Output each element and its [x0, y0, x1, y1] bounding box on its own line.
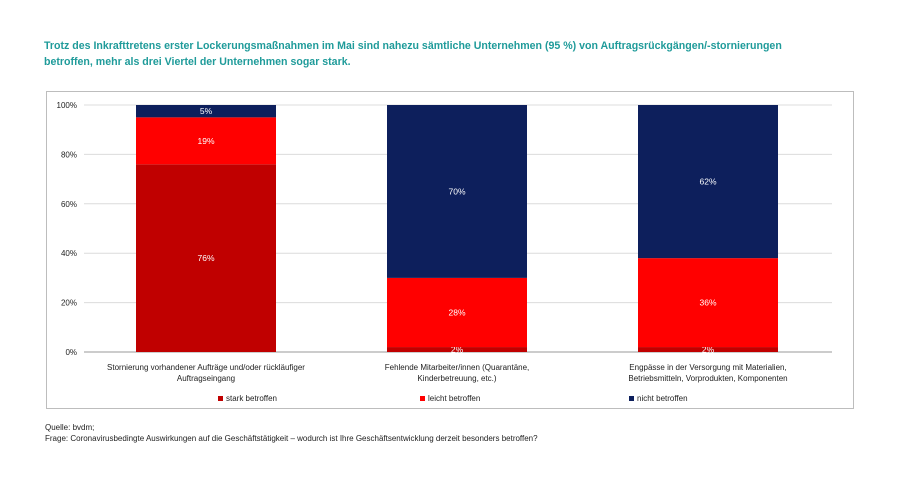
y-axis: 0% 20% 40% 60% 80% 100% — [57, 101, 77, 357]
x-tick-label: Fehlende Mitarbeiter/innen (Quarantäne, — [385, 363, 530, 372]
bar-segment — [136, 117, 276, 165]
x-tick-label: Stornierung vorhandener Aufträge und/ode… — [107, 363, 305, 372]
bar-segment — [638, 347, 778, 352]
source-line: Quelle: bvdm; — [45, 423, 95, 432]
data-label: 62% — [699, 177, 716, 187]
data-label: 28% — [448, 307, 465, 317]
legend-label: leicht betroffen — [428, 394, 480, 403]
legend: stark betroffen leicht betroffen nicht bet… — [218, 394, 688, 403]
legend-swatch — [218, 396, 223, 401]
data-label: 36% — [699, 298, 716, 308]
headline-line-1: Trotz des Inkrafttretens erster Lockerun… — [44, 40, 782, 52]
x-axis: Stornierung vorhandener Aufträge und/ode… — [107, 363, 788, 383]
bar-segment — [387, 105, 527, 278]
bar-segment — [638, 105, 778, 259]
question-line: Frage: Coronavirusbedingte Auswirkungen … — [45, 434, 538, 443]
data-label: 70% — [448, 186, 465, 196]
bar-segment — [387, 347, 527, 352]
x-tick-label: Auftragseingang — [177, 374, 235, 383]
headline-line-2: betroffen, mehr als drei Viertel der Unt… — [44, 56, 351, 68]
data-label: 19% — [197, 136, 214, 146]
source-note: Quelle: bvdm; Frage: Coronavirusbedingte… — [45, 422, 538, 444]
y-tick-label: 20% — [61, 299, 77, 308]
data-label: 76% — [197, 253, 214, 263]
chart-headline: Trotz des Inkrafttretens erster Lockerun… — [44, 38, 844, 70]
y-tick-label: 100% — [57, 101, 77, 110]
data-label: 2% — [451, 345, 464, 355]
data-label: 5% — [200, 106, 213, 116]
bar-segment — [387, 277, 527, 348]
x-tick-label: Kinderbetreuung, etc.) — [417, 374, 496, 383]
chart-frame — [46, 91, 854, 409]
y-tick-label: 80% — [61, 150, 77, 159]
bars: 76% 19% 5% 2% 28% 70% 2% 36% 62% — [136, 105, 778, 355]
bar-segment — [136, 105, 276, 118]
legend-label: stark betroffen — [226, 394, 277, 403]
x-tick-label: Engpässe in der Versorgung mit Materiali… — [629, 363, 786, 372]
legend-swatch — [420, 396, 425, 401]
y-tick-label: 0% — [65, 348, 77, 357]
bar-segment — [136, 164, 276, 352]
legend-label: nicht betroffen — [637, 394, 688, 403]
legend-swatch — [629, 396, 634, 401]
y-tick-label: 60% — [61, 200, 77, 209]
data-label: 2% — [702, 345, 715, 355]
bar-segment — [638, 258, 778, 348]
x-tick-label: Betriebsmitteln, Vorprodukten, Komponent… — [628, 374, 787, 383]
y-tick-label: 40% — [61, 249, 77, 258]
